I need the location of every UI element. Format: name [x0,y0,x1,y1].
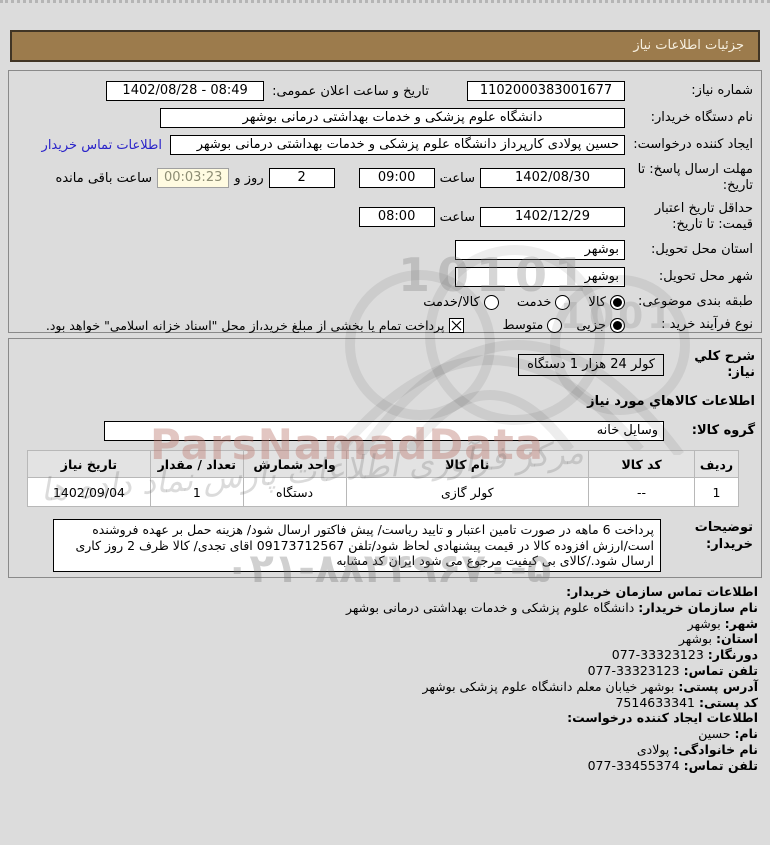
buyer-org-field[interactable]: دانشگاه علوم پزشکی و خدمات بهداشتی درمان… [160,108,625,128]
goods-table-header-row: ردیف کد کالا نام کالا واحد شمارش تعداد /… [27,450,739,478]
checkbox-x-icon [452,320,462,330]
response-deadline-label: مهلت ارسال پاسخ: تا تاریخ: [637,162,753,193]
delivery-province-field[interactable]: بوشهر [455,240,625,260]
delivery-city-field[interactable]: بوشهر [455,267,625,287]
row-buyer-notes: توضیحات خریدار: پرداخت 6 ماهه در صورت تا… [9,519,761,572]
countdown-timer: 00:03:23 [156,168,230,188]
price-validity-hour-field[interactable]: 08:00 [358,207,435,227]
col-goods-code: کد کالا [588,450,696,478]
radio-minor-label: جزیی [576,317,606,333]
need-number-field[interactable]: 1102000383001677 [467,81,625,101]
row-goods-group: گروه کالا: وسایل خانه [9,421,761,441]
need-summary-panel: شماره نیاز: 1102000383001677 تاریخ و ساع… [8,70,762,333]
creator-line-first-name: نام: حسین [698,726,758,742]
treasury-docs-checkbox[interactable] [449,317,465,333]
buyer-contact-link[interactable]: اطلاعات تماس خریدار [41,137,162,153]
need-number-label: شماره نیاز: [691,83,753,98]
time-remaining-label: ساعت باقی مانده [55,170,152,186]
creator-line-phone: تلفن تماس: 33455374-077 [587,757,758,773]
days-remaining-label: روز و [234,170,264,186]
radio-minor[interactable] [610,317,625,333]
contact-line-org: نام سازمان خریدار: دانشگاه علوم پزشکی و … [345,599,758,615]
radio-goods-label: کالا [588,294,606,310]
request-creator-field[interactable]: حسین پولادی کارپرداز دانشگاه علوم پزشکی … [170,135,625,155]
process-type-label: نوع فرآیند خرید : [661,317,753,332]
row-request-creator: ایجاد کننده درخواست: حسین پولادی کارپردا… [17,135,753,155]
radio-service-label: خدمت [516,294,552,310]
days-remaining-field[interactable]: 2 [268,168,335,188]
contact-line-postal-code: کد پستی: 7514633341 [615,694,758,710]
contact-line-phone: تلفن تماس: 33323123-077 [587,662,758,678]
goods-group-field[interactable]: وسایل خانه [104,421,664,441]
cell-quantity: 1 [149,477,244,507]
col-quantity: تعداد / مقدار [149,450,244,478]
col-need-date: تاریخ نیاز [27,450,151,478]
row-classification: طبقه بندی موضوعی: کالا خدمت کالا/خدمت [17,294,753,310]
contact-section-header: اطلاعات تماس سازمان خریدار: [566,584,758,599]
creator-section-header: اطلاعات ایجاد کننده درخواست: [567,710,758,726]
cell-goods-name: کولر گازی [345,477,590,507]
overall-desc-label: شرح کلي نیاز: [694,349,755,380]
col-goods-name: نام کالا [345,450,590,478]
creator-line-last-name: نام خانوادگی: پولادی [636,741,758,757]
row-need-number: شماره نیاز: 1102000383001677 تاریخ و ساع… [17,81,753,101]
classification-label: طبقه بندی موضوعی: [637,294,753,309]
contact-info-section: اطلاعات تماس سازمان خریدار: نام سازمان خ… [12,584,758,774]
need-details-panel: شرح کلي نیاز: کولر 24 هزار 1 دستگاه اطلا… [8,338,762,578]
page-title: جزئیات اطلاعات نیاز [10,30,760,62]
cell-row-number: 1 [694,477,739,507]
cell-unit: دستگاه [242,477,347,507]
overall-desc-value: کولر 24 هزار 1 دستگاه [518,354,664,376]
announce-datetime-label: تاریخ و ساعت اعلان عمومی: [272,83,429,99]
radio-goods-service[interactable] [483,294,499,310]
response-deadline-date-field[interactable]: 1402/08/30 [480,168,625,188]
goods-table: ردیف کد کالا نام کالا واحد شمارش تعداد /… [27,450,739,507]
price-validity-hour-label: ساعت [439,209,475,225]
radio-goods[interactable] [610,294,625,310]
buyer-notes-text: پرداخت 6 ماهه در صورت تامین اعتبار و تای… [53,519,661,572]
request-creator-label: ایجاد کننده درخواست: [633,137,753,152]
row-process-type: نوع فرآیند خرید : جزیی متوسط پرداخت تمام… [17,317,753,333]
contact-line-city: شهر: بوشهر [687,615,758,631]
row-delivery-province: استان محل تحویل: بوشهر [17,240,753,260]
row-price-validity: حداقل تاریخ اعتبار قیمت: تا تاریخ: 1402/… [17,201,753,233]
col-row-number: ردیف [694,450,739,478]
buyer-org-label: نام دستگاه خریدار: [650,110,753,125]
row-response-deadline: مهلت ارسال پاسخ: تا تاریخ: 1402/08/30 سا… [17,162,753,194]
table-row: 1 -- کولر گازی دستگاه 1 1402/09/04 [27,477,739,507]
cell-goods-code: -- [588,477,696,507]
radio-medium[interactable] [547,317,563,333]
row-overall-desc: شرح کلي نیاز: کولر 24 هزار 1 دستگاه [9,349,761,381]
radio-service[interactable] [555,294,571,310]
contact-line-fax: دورنگار: 33323123-077 [611,647,758,663]
response-deadline-hour-label: ساعت [439,170,475,186]
price-validity-date-field[interactable]: 1402/12/29 [480,207,625,227]
page-top-dotted-border [0,0,770,3]
contact-line-province: استان: بوشهر [678,631,758,647]
contact-line-address: آدرس پستی: بوشهر خیابان معلم دانشگاه علو… [422,678,759,694]
row-delivery-city: شهر محل تحویل: بوشهر [17,267,753,287]
goods-group-label: گروه کالا: [691,423,755,438]
radio-medium-label: متوسط [502,317,544,333]
goods-info-header: اطلاعات کالاهاي مورد نیاز [587,394,755,409]
delivery-city-label: شهر محل تحویل: [658,269,753,284]
cell-need-date: 1402/09/04 [27,477,151,507]
response-deadline-hour-field[interactable]: 09:00 [358,168,435,188]
radio-goods-service-label: کالا/خدمت [423,294,480,310]
delivery-province-label: استان محل تحویل: [651,242,753,257]
treasury-docs-checkbox-label: پرداخت تمام یا بخشی از مبلغ خرید،از محل … [45,317,445,333]
buyer-notes-label: توضیحات خریدار: [694,520,753,552]
announce-datetime-field[interactable]: 08:49 - 1402/08/28 [106,81,265,101]
col-unit: واحد شمارش [242,450,347,478]
row-buyer-org: نام دستگاه خریدار: دانشگاه علوم پزشکی و … [17,108,753,128]
price-validity-label: حداقل تاریخ اعتبار قیمت: تا تاریخ: [654,201,753,232]
